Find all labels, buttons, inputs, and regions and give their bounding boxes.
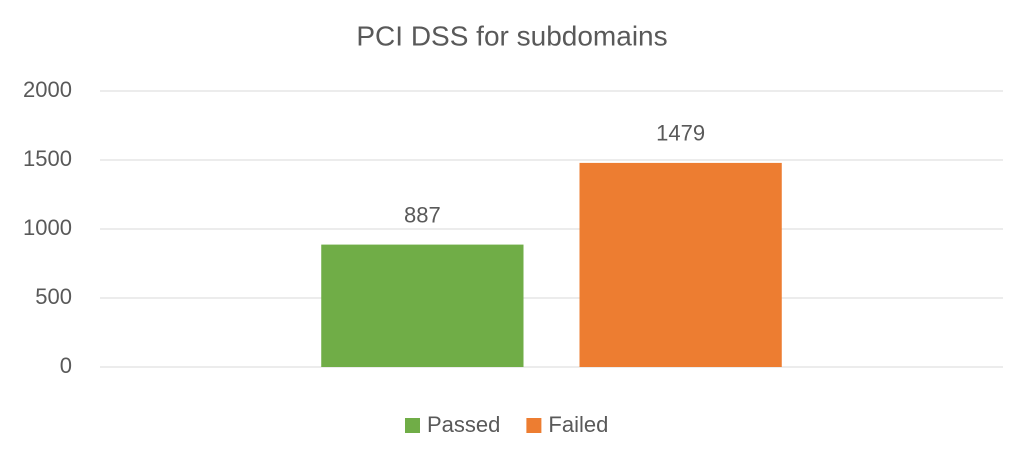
y-tick-label: 2000 (23, 77, 72, 102)
y-tick-label: 1500 (23, 146, 72, 171)
data-label: 887 (404, 202, 441, 227)
legend-label: Failed (548, 412, 608, 437)
legend-label: Passed (427, 412, 500, 437)
legend-swatch (405, 418, 420, 433)
data-label: 1479 (656, 121, 705, 146)
chart-title: PCI DSS for subdomains (356, 20, 667, 51)
legend-swatch (526, 418, 542, 433)
y-tick-label: 500 (35, 284, 72, 309)
y-tick-label: 0 (60, 353, 72, 378)
bar (579, 162, 782, 367)
bar (321, 244, 524, 367)
y-tick-label: 1000 (23, 215, 72, 240)
